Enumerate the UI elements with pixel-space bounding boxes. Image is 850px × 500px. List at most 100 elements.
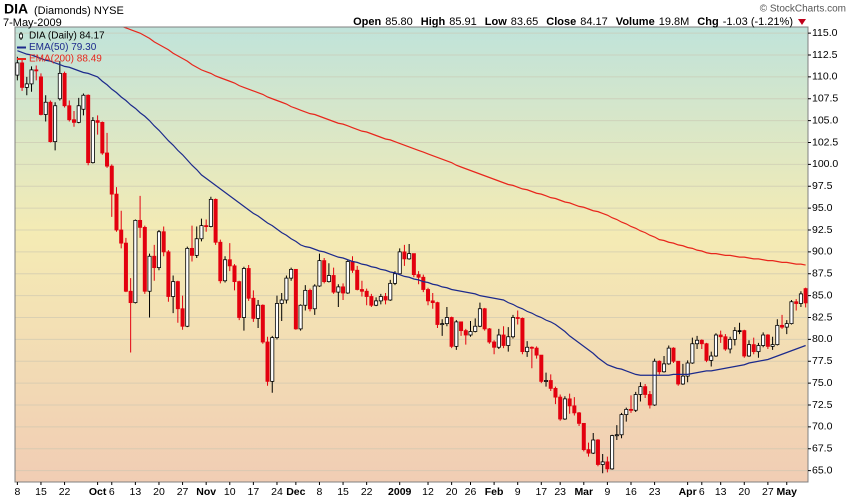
- candle-body: [600, 461, 605, 465]
- candle-body: [619, 414, 624, 436]
- candle-body: [161, 231, 166, 253]
- candle-body: [194, 238, 199, 256]
- x-tick-label: 23: [554, 486, 566, 498]
- candle-body: [72, 119, 77, 123]
- candle-body: [331, 275, 336, 293]
- candle-body: [378, 296, 383, 302]
- candle-body: [86, 94, 91, 164]
- plot-frame: [14, 26, 809, 483]
- candle-body: [199, 225, 204, 240]
- candle-body: [544, 380, 549, 382]
- change-down-arrow: [798, 19, 806, 25]
- candle-body: [284, 277, 289, 301]
- candle-body: [43, 101, 48, 115]
- candle-body: [62, 72, 67, 107]
- candle-body: [364, 290, 369, 297]
- candle-body: [350, 261, 355, 271]
- candle-body: [746, 344, 751, 357]
- candle-body: [562, 398, 567, 420]
- candle-body: [123, 242, 128, 292]
- x-tick-label: 20: [738, 486, 750, 498]
- candle-body: [440, 323, 445, 326]
- candle-body: [482, 308, 487, 330]
- candle-body: [355, 269, 360, 290]
- candle-body: [24, 83, 29, 88]
- x-tick-label: 27: [177, 486, 189, 498]
- candle-body: [100, 121, 105, 154]
- candle-body: [591, 439, 596, 454]
- candle-body: [501, 334, 506, 346]
- candle-body: [20, 62, 25, 88]
- legend-swatch: [19, 33, 23, 39]
- candle-body: [605, 461, 610, 470]
- candle-body: [67, 105, 72, 121]
- candle-body: [53, 105, 58, 143]
- x-tick-label: 24: [271, 486, 283, 498]
- x-tick-label: 17: [248, 486, 260, 498]
- candle-body: [232, 265, 237, 283]
- series-area: [15, 27, 808, 474]
- plot-background: [15, 27, 808, 482]
- candle-body: [95, 120, 100, 123]
- candle-body: [227, 259, 232, 267]
- candle-body: [803, 288, 808, 304]
- candle-body: [411, 253, 416, 276]
- y-tick-label: 65.0: [812, 464, 833, 476]
- candle-body: [718, 334, 723, 338]
- axes: 65.0 67.5 70.0 72.5 75.0 77.5 80.0 82.5 85.0 87.5…: [14, 27, 838, 498]
- candle-body: [208, 198, 213, 227]
- x-tick-label: 15: [337, 486, 349, 498]
- candle-body: [251, 297, 256, 319]
- candle-body: [652, 360, 657, 406]
- legend-label: DIA (Daily) 84.17: [29, 31, 105, 42]
- candle-body: [680, 375, 685, 385]
- candle-body: [633, 394, 638, 411]
- x-tick-label: 13: [130, 486, 142, 498]
- candle-body: [581, 422, 586, 451]
- candle-body: [577, 412, 582, 424]
- legend-label: EMA(50) 79.30: [29, 42, 97, 53]
- candle-body: [326, 275, 331, 283]
- chart-title: DIA: [4, 1, 28, 17]
- candle-body: [742, 330, 747, 357]
- candle-body: [695, 339, 700, 345]
- quote-value: 83.65: [511, 16, 539, 28]
- candle-body: [133, 219, 138, 304]
- legend-label: EMA(200) 88.49: [29, 54, 102, 65]
- candle-body: [558, 396, 563, 420]
- candle-body: [756, 345, 761, 353]
- candle-body: [690, 343, 695, 364]
- candle-body: [784, 323, 789, 328]
- candle-body: [671, 347, 676, 362]
- y-tick-label: 110.0: [812, 71, 838, 83]
- candle-body: [586, 449, 591, 454]
- ema-line: [17, 50, 806, 376]
- candle-body: [34, 69, 39, 72]
- candle-body: [190, 247, 195, 256]
- chart-date: 7-May-2009: [3, 17, 62, 29]
- y-tick-label: 112.5: [812, 49, 838, 61]
- ema-line: [121, 27, 806, 266]
- candle-body: [765, 334, 770, 347]
- candle-body: [105, 152, 110, 167]
- y-tick-label: 107.5: [812, 93, 838, 105]
- quote-value: 19.8M: [659, 16, 690, 28]
- candle-body: [15, 62, 20, 76]
- x-tick-label: 6: [109, 486, 115, 498]
- candle-body: [628, 408, 633, 411]
- candle-body: [293, 268, 298, 330]
- candle-body: [525, 346, 530, 353]
- candle-body: [57, 72, 62, 100]
- candle-body: [312, 285, 317, 310]
- y-tick-label: 115.0: [812, 27, 838, 39]
- candle-body: [407, 253, 412, 260]
- candle-body: [529, 346, 534, 349]
- candle-body: [548, 380, 553, 389]
- candle-body: [298, 304, 303, 330]
- quote-line: Open 85.80 High 85.91 Low 83.65 Close 84.17 Volu…: [353, 16, 793, 28]
- candle-body: [81, 94, 86, 110]
- candle-body: [213, 198, 218, 243]
- candle-body: [789, 301, 794, 325]
